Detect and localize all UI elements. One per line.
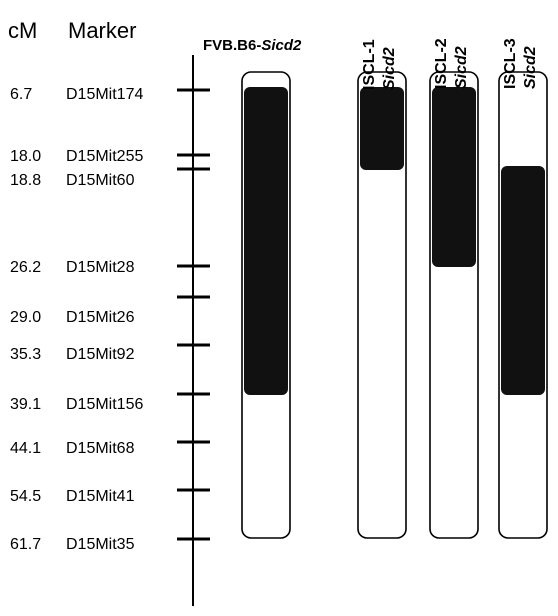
strain-label-line1: ISCL-1 [361, 39, 378, 90]
marker-cm-label: 6.7 [10, 86, 32, 103]
marker-cm-label: 61.7 [10, 536, 41, 553]
marker-cm-label: 18.0 [10, 148, 41, 165]
strain-layer: ISCL-1 Sicd2 ISCL-2 Sicd2 ISCL-3 Sicd2 [241, 38, 548, 539]
marker-header: Marker [68, 18, 136, 43]
strain-column: ISCL-1 Sicd2 [357, 39, 407, 539]
marker-cm-label: 29.0 [10, 309, 41, 326]
chromosome-bar [357, 71, 407, 539]
congenic-segment [360, 87, 404, 170]
marker-cm-label: 18.8 [10, 172, 41, 189]
marker-name-label: D15Mit35 [66, 536, 135, 553]
strain-label-line1: ISCL-3 [502, 38, 519, 89]
strain-label-line1: ISCL-2 [433, 38, 450, 89]
marker-name-label: D15Mit41 [66, 488, 135, 505]
congenic-segment [501, 166, 545, 395]
strain-header-prefix: FVB.B6- [203, 37, 261, 54]
strain-label-line2: Sicd2 [381, 47, 398, 90]
strain-header-gene: Sicd2 [261, 37, 302, 54]
marker-cm-label: 39.1 [10, 396, 41, 413]
marker-name-label: D15Mit60 [66, 172, 135, 189]
strain-column: ISCL-2 Sicd2 [429, 38, 479, 539]
strain-label-line2: Sicd2 [522, 46, 539, 89]
marker-cm-label: 26.2 [10, 259, 41, 276]
marker-name-label: D15Mit92 [66, 346, 135, 363]
marker-name-label: D15Mit174 [66, 86, 143, 103]
strain-column: ISCL-3 Sicd2 [498, 38, 548, 539]
congenic-segment [244, 87, 288, 395]
marker-cm-label: 35.3 [10, 346, 41, 363]
marker-cm-label: 54.5 [10, 488, 41, 505]
marker-cm-label: 44.1 [10, 440, 41, 457]
cm-header: cM [8, 18, 37, 43]
marker-name-label: D15Mit255 [66, 148, 143, 165]
marker-layer: 6.7 D15Mit174 18.0 D15Mit255 18.8 D15Mit60 26.… [10, 86, 210, 553]
strain-header: FVB.B6-Sicd2 [203, 37, 302, 54]
marker-name-label: D15Mit26 [66, 309, 135, 326]
congenic-segment [432, 87, 476, 267]
marker-name-label: D15Mit28 [66, 259, 135, 276]
marker-name-label: D15Mit156 [66, 396, 143, 413]
strain-label-line2: Sicd2 [453, 46, 470, 89]
strain-column [241, 71, 291, 539]
marker-name-label: D15Mit68 [66, 440, 135, 457]
